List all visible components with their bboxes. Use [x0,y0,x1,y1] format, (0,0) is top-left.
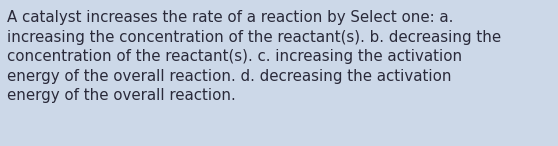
Text: A catalyst increases the rate of a reaction by Select one: a.
increasing the con: A catalyst increases the rate of a react… [7,10,502,104]
